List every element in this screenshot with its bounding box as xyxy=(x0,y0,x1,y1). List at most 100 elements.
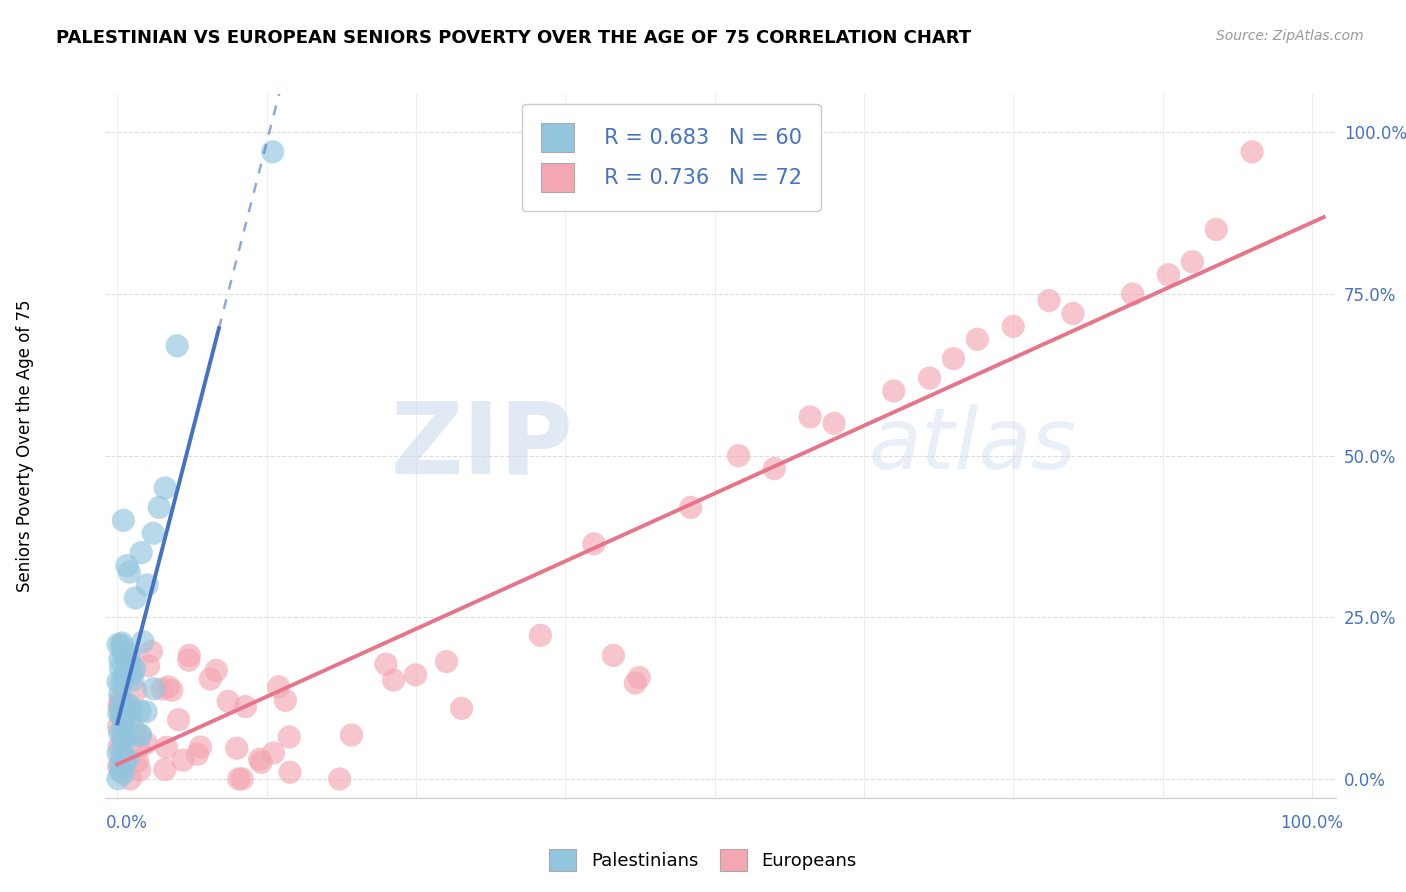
Point xyxy=(918,371,941,385)
Point xyxy=(186,747,208,762)
Point xyxy=(129,728,152,742)
Point xyxy=(107,674,129,689)
Point xyxy=(107,772,129,786)
Point xyxy=(262,145,284,159)
Point xyxy=(155,740,177,755)
Point xyxy=(262,746,284,760)
Point xyxy=(150,681,173,696)
Point xyxy=(200,672,222,686)
Point xyxy=(110,676,132,690)
Point xyxy=(121,701,143,715)
Point xyxy=(166,339,188,353)
Point xyxy=(217,694,239,708)
Point xyxy=(250,756,273,770)
Point xyxy=(128,740,150,755)
Point xyxy=(112,713,135,727)
Point xyxy=(125,684,148,698)
Point xyxy=(132,634,155,648)
Point xyxy=(249,752,271,766)
Point xyxy=(135,705,157,719)
Point xyxy=(111,712,134,726)
Point xyxy=(190,739,212,754)
Point xyxy=(167,713,190,727)
Point xyxy=(129,704,152,718)
Point xyxy=(108,688,131,702)
Point xyxy=(112,646,135,660)
Point xyxy=(727,449,749,463)
Point xyxy=(153,763,176,777)
Point xyxy=(148,500,170,515)
Point xyxy=(107,759,129,773)
Point xyxy=(108,698,131,713)
Point xyxy=(111,708,134,723)
Point xyxy=(267,680,290,694)
Point xyxy=(124,723,146,737)
Text: 100.0%: 100.0% xyxy=(1279,814,1343,831)
Point xyxy=(278,765,301,780)
Point xyxy=(799,409,821,424)
Point xyxy=(120,703,142,717)
Point xyxy=(107,720,129,734)
Point xyxy=(172,753,194,767)
Point xyxy=(966,332,988,346)
Point xyxy=(153,481,176,495)
Text: atlas: atlas xyxy=(869,404,1076,488)
Point xyxy=(112,513,135,527)
Point xyxy=(823,417,845,431)
Point xyxy=(405,668,427,682)
Point xyxy=(112,729,135,743)
Point xyxy=(118,648,141,662)
Point xyxy=(278,730,301,744)
Point xyxy=(1205,222,1227,236)
Point xyxy=(108,652,131,666)
Point xyxy=(763,461,786,475)
Point xyxy=(120,658,142,673)
Point xyxy=(112,671,135,685)
Point xyxy=(231,772,253,786)
Point xyxy=(107,638,129,652)
Point xyxy=(883,384,905,398)
Point xyxy=(128,763,150,777)
Point xyxy=(1157,268,1180,282)
Point xyxy=(110,708,132,723)
Point xyxy=(160,683,183,698)
Point xyxy=(157,680,180,694)
Point xyxy=(1002,319,1025,334)
Point xyxy=(602,648,624,663)
Point xyxy=(205,664,228,678)
Point xyxy=(115,558,138,573)
Point xyxy=(129,728,152,742)
Point xyxy=(340,728,363,742)
Point xyxy=(529,628,551,642)
Text: Source: ZipAtlas.com: Source: ZipAtlas.com xyxy=(1216,29,1364,43)
Point xyxy=(117,752,139,766)
Point xyxy=(1122,287,1144,301)
Point xyxy=(138,658,160,673)
Point xyxy=(624,676,647,690)
Point xyxy=(111,748,134,763)
Point xyxy=(114,698,136,712)
Text: PALESTINIAN VS EUROPEAN SENIORS POVERTY OVER THE AGE OF 75 CORRELATION CHART: PALESTINIAN VS EUROPEAN SENIORS POVERTY … xyxy=(56,29,972,46)
Point xyxy=(450,701,472,715)
Text: Seniors Poverty Over the Age of 75: Seniors Poverty Over the Age of 75 xyxy=(17,300,34,592)
Point xyxy=(108,726,131,740)
Point xyxy=(382,673,405,687)
Point xyxy=(375,657,398,672)
Point xyxy=(118,652,141,666)
Point xyxy=(114,753,136,767)
Point xyxy=(127,754,149,768)
Point xyxy=(628,670,651,684)
Point xyxy=(110,698,132,712)
Point xyxy=(679,500,702,515)
Point xyxy=(124,591,146,605)
Point xyxy=(108,739,131,754)
Point xyxy=(1038,293,1060,308)
Point xyxy=(225,741,247,756)
Point xyxy=(110,694,132,708)
Point xyxy=(1062,306,1084,320)
Point xyxy=(115,651,138,665)
Legend: Palestinians, Europeans: Palestinians, Europeans xyxy=(543,842,863,879)
Point xyxy=(112,739,135,753)
Point xyxy=(110,764,132,779)
Point xyxy=(142,526,165,541)
